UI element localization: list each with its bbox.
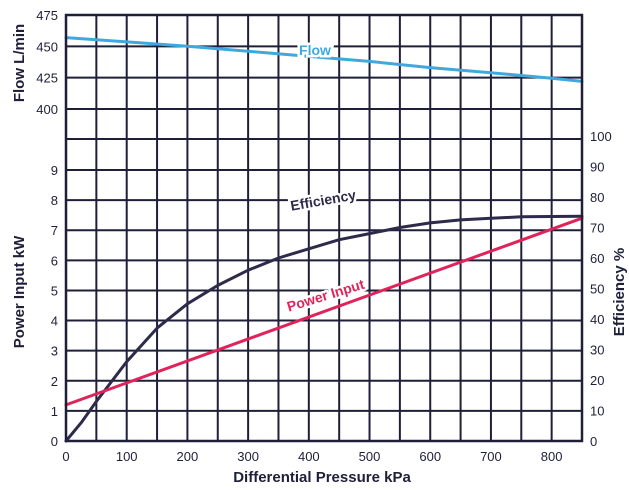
efficiency-tick-label: 20 [590, 373, 604, 388]
power-tick-label: 1 [51, 404, 58, 419]
flow-tick-label: 450 [36, 39, 58, 54]
x-tick-label: 700 [480, 449, 502, 464]
plot-border [64, 13, 584, 443]
series-lines [64, 36, 584, 443]
x-tick-label: 500 [359, 449, 381, 464]
x-tick-label: 100 [116, 449, 138, 464]
plot-frame [64, 13, 584, 443]
efficiency-tick-label: 100 [590, 129, 612, 144]
flow-tick-label: 425 [36, 71, 58, 86]
power-tick-label: 8 [51, 193, 58, 208]
efficiency-tick-label: 0 [590, 434, 597, 449]
efficiency-line [64, 214, 584, 443]
x-tick-label: 300 [237, 449, 259, 464]
power-tick-label: 6 [51, 253, 58, 268]
power-tick-label: 5 [51, 283, 58, 298]
flow-series-label: Flow [299, 42, 331, 58]
x-tick-label: 800 [541, 449, 563, 464]
x-tick-label: 0 [62, 449, 69, 464]
power-tick-label: 4 [51, 314, 58, 329]
grid [66, 15, 582, 441]
flow-tick-label: 400 [36, 102, 58, 117]
flow-axis-title: Flow L/min [11, 24, 28, 102]
power-tick-label: 0 [51, 434, 58, 449]
power-tick-label: 3 [51, 344, 58, 359]
power-input-series-label: Power Input [285, 276, 367, 315]
efficiency-series-label: Efficiency [289, 186, 357, 213]
efficiency-tick-label: 80 [590, 190, 604, 205]
flow-tick-label: 475 [36, 8, 58, 23]
efficiency-axis-title: Efficiency % [611, 248, 628, 336]
x-tick-label: 600 [419, 449, 441, 464]
efficiency-tick-label: 70 [590, 221, 604, 236]
power-tick-label: 2 [51, 374, 58, 389]
efficiency-tick-label: 30 [590, 343, 604, 358]
efficiency-tick-label: 10 [590, 404, 604, 419]
tick-labels: 0 100 200 300 400 500 600 700 800400425450475012… [36, 8, 611, 464]
efficiency-tick-label: 90 [590, 160, 604, 175]
efficiency-tick-label: 40 [590, 312, 604, 327]
efficiency-tick-label: 50 [590, 282, 604, 297]
efficiency-tick-label: 60 [590, 251, 604, 266]
x-axis-title: Differential Pressure kPa [233, 469, 411, 486]
power-input-line [64, 216, 584, 407]
power-tick-label: 7 [51, 223, 58, 238]
power-axis-title: Power Input kW [11, 235, 28, 348]
series-labels: Flow Efficiency Power Input [282, 40, 369, 318]
flow-line [64, 36, 584, 83]
x-tick-label: 200 [177, 449, 199, 464]
x-tick-label: 400 [298, 449, 320, 464]
power-tick-label: 9 [51, 163, 58, 178]
